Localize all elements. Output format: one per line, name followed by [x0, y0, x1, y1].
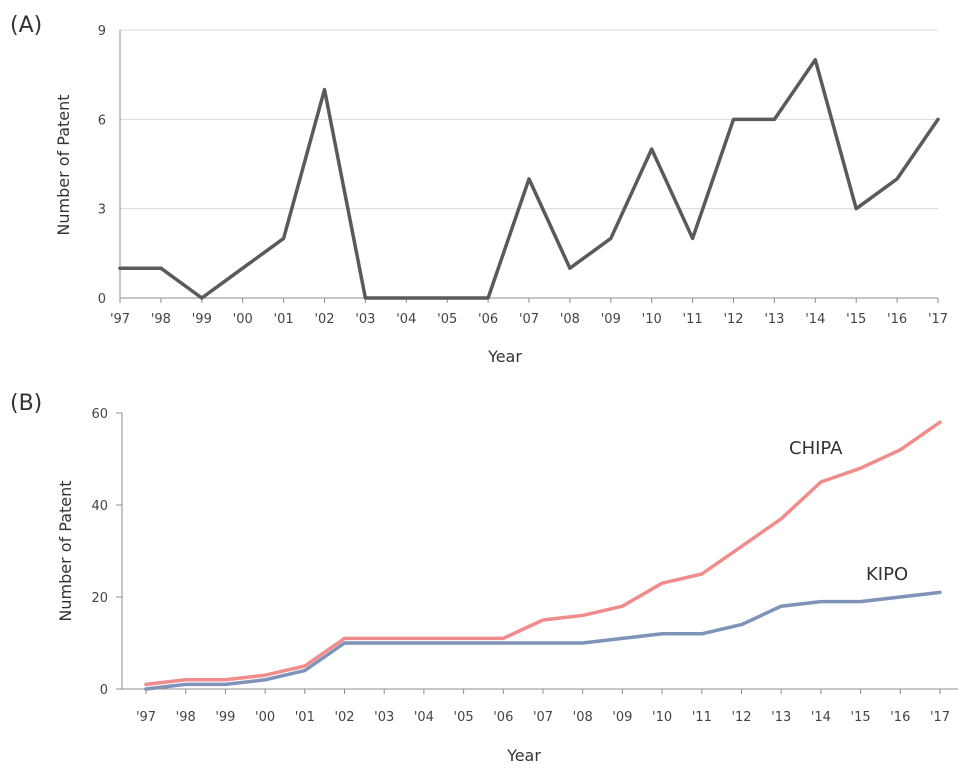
panel-a-x-tick-label: '05 [437, 312, 457, 327]
panel-a-y-tick-label: 0 [98, 292, 106, 307]
panel-a-y-ticks: 0 3 6 9 [98, 24, 106, 307]
panel-b-y-tick-label: 60 [91, 407, 108, 422]
panel-b-x-tick-label: '16 [890, 710, 910, 725]
panel-b-x-tick-label: '02 [334, 710, 354, 725]
panel-b-x-tick-label: '09 [612, 710, 632, 725]
panel-a-x-tick-label: '98 [151, 312, 171, 327]
panel-a-x-tick-label: '07 [519, 312, 539, 327]
panel-b-x-tick-label: '06 [493, 710, 513, 725]
panel-a-label: (A) [10, 13, 42, 38]
panel-b-y-tick-label: 40 [91, 499, 108, 514]
panel-b-series-line-kipo [144, 590, 942, 691]
panel-b-x-ticks: '97 '98 '99 '00 '01 '02 '03 '04 '05 '06 '07 '08 '09 '… [136, 689, 950, 725]
panel-a-x-tick-label: '08 [560, 312, 580, 327]
panel-a-axes [119, 30, 938, 299]
panel-b-x-tick-label: '05 [454, 710, 474, 725]
panel-a-x-tick-label: '11 [683, 312, 703, 327]
panel-a-gridlines [120, 29, 938, 210]
panel-a-x-tick-label: '09 [601, 312, 621, 327]
panel-b-x-tick-label: '11 [692, 710, 712, 725]
panel-a-x-tick-label: '16 [887, 312, 907, 327]
panel-b-x-tick-label: '03 [374, 710, 394, 725]
panel-b-series-line-chipa [144, 420, 942, 687]
panel-b-y-axis-title: Number of Patent [56, 480, 75, 621]
panel-b-x-tick-label: '04 [414, 710, 434, 725]
panel-a-x-tick-label: '14 [805, 312, 825, 327]
panel-a-y-tick-label: 9 [98, 24, 106, 39]
panel-b-x-tick-label: '99 [215, 710, 235, 725]
panel-a-x-tick-label: '97 [110, 312, 130, 327]
panel-a-y-tick-label: 6 [98, 113, 106, 128]
panel-b-x-tick-label: '10 [652, 710, 672, 725]
panel-b-x-tick-label: '17 [930, 710, 950, 725]
series-label-chipa: CHIPA [789, 438, 843, 459]
panel-b-axes [121, 413, 958, 690]
series-label-kipo: KIPO [866, 564, 908, 585]
panel-a-x-tick-label: '00 [233, 312, 253, 327]
panel-a-x-tick-label: '15 [846, 312, 866, 327]
panel-b-x-tick-label: '07 [533, 710, 553, 725]
panel-a-x-tick-label: '02 [314, 312, 334, 327]
panel-b-x-tick-label: '14 [811, 710, 831, 725]
panel-a-x-tick-label: '13 [764, 312, 784, 327]
panel-a-x-tick-label: '04 [396, 312, 416, 327]
panel-b-x-tick-label: '98 [176, 710, 196, 725]
panel-b-label: (B) [10, 391, 42, 416]
panel-b-x-tick-label: '13 [771, 710, 791, 725]
panel-a-x-tick-label: '06 [478, 312, 498, 327]
panel-b-y-tick-label: 20 [91, 591, 108, 606]
panel-a-x-tick-label: '99 [192, 312, 212, 327]
panel-b-x-tick-label: '15 [851, 710, 871, 725]
panel-b-x-tick-label: '08 [573, 710, 593, 725]
panel-b-y-tick-label: 0 [100, 683, 108, 698]
panel-b-y-ticks: 0 20 40 60 [91, 407, 122, 698]
panel-a-x-tick-label: '17 [928, 312, 948, 327]
panel-a-x-axis-title: Year [487, 347, 522, 366]
panel-a-x-tick-label: '10 [642, 312, 662, 327]
panel-b-series [144, 420, 942, 691]
panel-a-x-tick-label: '03 [355, 312, 375, 327]
panel-a-x-tick-label: '01 [274, 312, 294, 327]
panel-a-y-tick-label: 3 [98, 203, 106, 218]
panel-b-x-axis-title: Year [506, 746, 541, 765]
panel-a-series-line [118, 58, 940, 300]
panel-b-x-tick-label: '97 [136, 710, 156, 725]
panel-b-x-tick-label: '01 [295, 710, 315, 725]
panel-a-x-ticks: '97 '98 '99 '00 '01 '02 '03 '04 '05 '06 '07 '08 '09 '… [110, 298, 948, 327]
panel-a-y-axis-title: Number of Patent [54, 94, 73, 235]
panel-b-x-tick-label: '00 [255, 710, 275, 725]
panel-a-x-tick-label: '12 [723, 312, 743, 327]
panel-b-x-tick-label: '12 [731, 710, 751, 725]
panel-a-series [118, 58, 940, 300]
